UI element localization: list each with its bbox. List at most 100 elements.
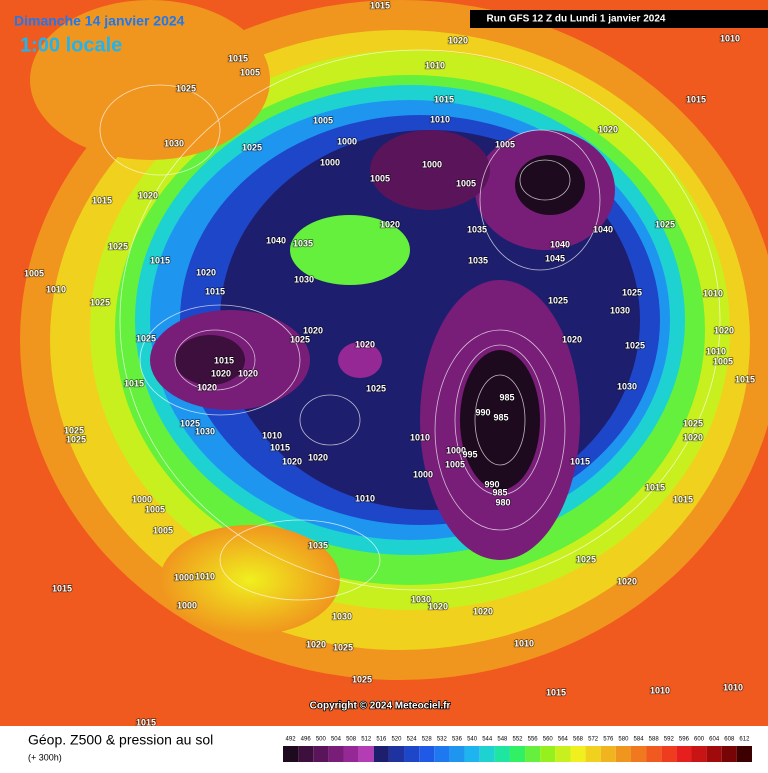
isobar-label: 1020 — [138, 190, 158, 200]
isobar-label: 1020 — [196, 267, 216, 277]
isobar-label: 1020 — [238, 368, 258, 378]
scale-swatch — [298, 746, 314, 762]
isobar-label: 1030 — [411, 594, 431, 604]
isobar-label: 1000 — [413, 469, 433, 479]
scale-label: 568 — [573, 737, 584, 743]
isobar-label: 1025 — [548, 295, 568, 305]
isobar-label: 1005 — [24, 268, 44, 278]
scale-label: 548 — [497, 737, 508, 743]
isobar-label: 1025 — [290, 334, 310, 344]
scale-swatch — [600, 746, 616, 762]
scale-swatch — [328, 746, 344, 762]
copyright: Copyright © 2024 Meteociel.fr — [310, 701, 451, 712]
isobar-label: 1030 — [164, 138, 184, 148]
isobar-label: 1000 — [337, 136, 357, 146]
scale-swatch — [691, 746, 707, 762]
scale-label: 532 — [437, 737, 448, 743]
scale-label: 592 — [664, 737, 675, 743]
scale-label: 596 — [679, 737, 690, 743]
isobar-label: 1040 — [593, 224, 613, 234]
scale-swatch — [615, 746, 631, 762]
isobar-label: 1025 — [242, 142, 262, 152]
isobar-label: 1035 — [293, 238, 313, 248]
isobar-label: 1000 — [174, 572, 194, 582]
scale-swatch — [721, 746, 737, 762]
scale-swatch — [646, 746, 662, 762]
scale-label: 512 — [361, 737, 372, 743]
isobar-label: 1000 — [422, 159, 442, 169]
scale-label: 560 — [543, 737, 554, 743]
scale-label: 528 — [422, 737, 433, 743]
isobar-label: 1010 — [410, 432, 430, 442]
isobar-label: 1045 — [545, 253, 565, 263]
scale-swatch — [479, 746, 495, 762]
scale-swatch — [676, 746, 692, 762]
isobar-label: 1020 — [303, 325, 323, 335]
isobar-label: 1020 — [197, 382, 217, 392]
scale-label: 540 — [467, 737, 478, 743]
isobar-label: 1005 — [713, 356, 733, 366]
isobar-label: 1025 — [622, 287, 642, 297]
isobar-label: 1020 — [617, 576, 637, 586]
scale-swatch — [404, 746, 420, 762]
scale-swatch — [419, 746, 435, 762]
isobar-label: 1025 — [180, 418, 200, 428]
isobar-label: 1015 — [645, 482, 665, 492]
isobar-label: 1000 — [320, 157, 340, 167]
isobar-label: 1020 — [448, 35, 468, 45]
scale-label: 516 — [376, 737, 387, 743]
scale-label: 584 — [634, 737, 645, 743]
scale-swatch — [358, 746, 374, 762]
scale-label: 524 — [407, 737, 418, 743]
isobar-label: 1015 — [124, 378, 144, 388]
isobar-label: 1015 — [228, 53, 248, 63]
isobar-label: 1005 — [445, 459, 465, 469]
isobar-label: 1020 — [211, 368, 231, 378]
run-box — [470, 10, 768, 28]
isobar-label: 1030 — [195, 426, 215, 436]
isobar-label: 1010 — [355, 493, 375, 503]
isobar-label: 1010 — [262, 430, 282, 440]
legend-subtitle: (+ 300h) — [28, 752, 62, 762]
scale-label: 508 — [346, 737, 357, 743]
scale-label: 564 — [558, 737, 569, 743]
time: 1:00 locale — [20, 34, 122, 56]
scale-label: 552 — [512, 737, 523, 743]
isobar-label: 1015 — [673, 494, 693, 504]
isobar-label: 1020 — [355, 339, 375, 349]
scale-swatch — [434, 746, 450, 762]
isobar-label: 1025 — [64, 425, 84, 435]
isobar-label: 1000 — [446, 445, 466, 455]
isobar-label: 1030 — [610, 305, 630, 315]
isobar-label: 990 — [475, 407, 490, 417]
isobar-label: 990 — [484, 479, 499, 489]
isobar-label: 1025 — [683, 418, 703, 428]
isobar-label: 1005 — [153, 525, 173, 535]
scale-swatch — [706, 746, 722, 762]
isobar-label: 1005 — [240, 67, 260, 77]
isobar-label: 1025 — [352, 674, 372, 684]
isobar-label: 1005 — [370, 173, 390, 183]
scale-swatch — [570, 746, 586, 762]
isobar-label: 1015 — [150, 255, 170, 265]
isobar-label: 1020 — [683, 432, 703, 442]
scale-label: 504 — [331, 737, 342, 743]
isobar-label: 1020 — [282, 456, 302, 466]
isobar-label: 1025 — [136, 333, 156, 343]
legend-title: Géop. Z500 & pression au sol — [28, 732, 213, 748]
date: Dimanche 14 janvier 2024 — [14, 13, 185, 29]
run-info: Run GFS 12 Z du Lundi 1 janvier 2024 — [487, 14, 666, 25]
isobar-label: 1015 — [546, 687, 566, 697]
scale-swatch — [555, 746, 571, 762]
isobar-label: 1010 — [723, 682, 743, 692]
isobar-label: 1015 — [205, 286, 225, 296]
scale-swatch — [661, 746, 677, 762]
isobar-label: 1040 — [550, 239, 570, 249]
isobar-label: 1010 — [706, 346, 726, 356]
scale-label: 572 — [588, 737, 599, 743]
isobar-label: 1025 — [576, 554, 596, 564]
isobar-label: 1040 — [266, 235, 286, 245]
isobar-label: 1005 — [145, 504, 165, 514]
isobar-label: 1035 — [467, 224, 487, 234]
isobar-label: 1015 — [52, 583, 72, 593]
